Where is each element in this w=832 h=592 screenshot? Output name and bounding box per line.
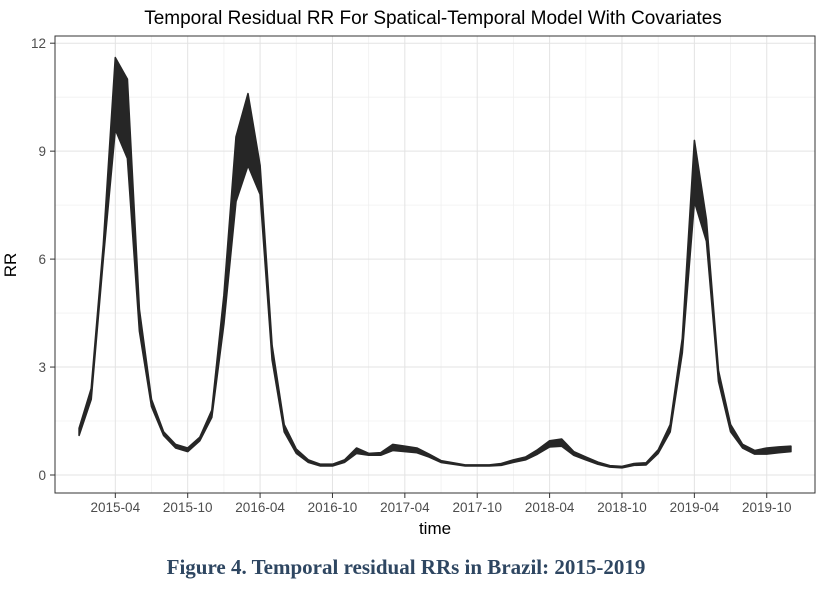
x-tick-label: 2015-10 xyxy=(163,500,213,515)
x-tick-label: 2019-10 xyxy=(742,500,792,515)
chart: 0 3 6 9 12 2015-04 2015-10 2016-04 2016-10 2017-… xyxy=(1,8,816,538)
figure-caption: Figure 4. Temporal residual RRs in Brazi… xyxy=(166,555,646,579)
y-tick-label: 9 xyxy=(38,144,46,159)
y-tick-label: 0 xyxy=(38,468,46,483)
rr-band xyxy=(78,56,792,469)
y-tick-label: 6 xyxy=(38,252,46,267)
y-axis-label: RR xyxy=(1,253,20,278)
x-tick-label: 2018-10 xyxy=(597,500,647,515)
y-tick-label: 12 xyxy=(31,36,46,51)
grid xyxy=(55,36,815,493)
x-tick-label: 2015-04 xyxy=(91,500,141,515)
x-axis-label: time xyxy=(419,519,451,538)
panel-border xyxy=(54,35,816,494)
x-tick-label: 2017-10 xyxy=(452,500,502,515)
y-tick-label: 3 xyxy=(38,360,46,375)
x-tick-label: 2019-04 xyxy=(670,500,720,515)
x-tick-label: 2018-04 xyxy=(525,500,575,515)
chart-title: Temporal Residual RR For Spatical-Tempor… xyxy=(144,8,722,29)
rr-band-area xyxy=(78,56,792,469)
x-tick-label: 2016-10 xyxy=(308,500,358,515)
x-tick-label: 2017-04 xyxy=(380,500,430,515)
x-tick-label: 2016-04 xyxy=(235,500,285,515)
x-axis: 2015-04 2015-10 2016-04 2016-10 2017-04 2017-… xyxy=(91,493,792,515)
panel-background xyxy=(55,36,815,493)
y-axis: 0 3 6 9 12 xyxy=(31,36,55,483)
